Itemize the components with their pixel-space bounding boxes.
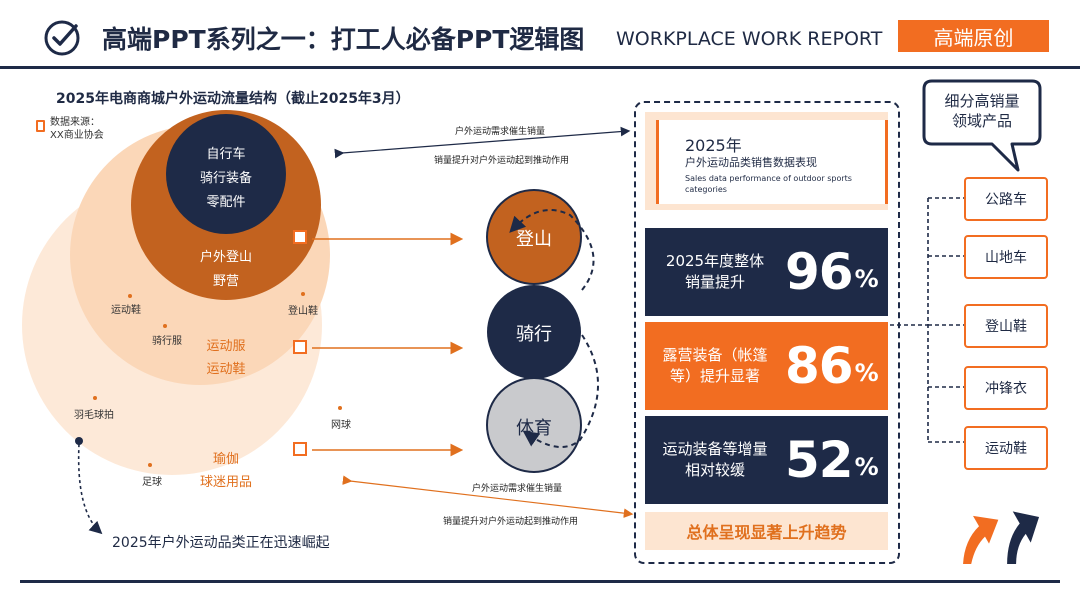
inner-core — [166, 114, 286, 234]
page-subtitle: WORKPLACE WORK REPORT — [616, 28, 883, 50]
square-marker — [293, 340, 307, 354]
dot-marker — [338, 406, 342, 410]
stat-camping-line2: 等）提升显著 — [669, 367, 760, 385]
stat-overall-line2: 销量提升 — [684, 273, 745, 291]
bubble-riding — [487, 285, 581, 379]
bubble-sports — [486, 377, 582, 473]
source-marker-icon — [36, 120, 45, 132]
outermost-label-yoga: 瑜伽 — [212, 452, 239, 467]
double-arrow-bottom — [342, 475, 634, 518]
middle-label-hiking: 户外登山 — [199, 250, 252, 265]
panel-year: 2025年 — [685, 136, 742, 155]
category-windbreaker: 冲锋衣 — [964, 366, 1048, 410]
footnote-curve-arrow — [77, 443, 103, 535]
callout-bubble — [922, 79, 1042, 172]
category-sneakers: 运动鞋 — [964, 426, 1048, 470]
middle-label-camping: 野营 — [212, 274, 239, 289]
stat-card-equipment: 运动装备等增量 相对较缓 52 % — [645, 416, 888, 504]
page-title: 高端PPT系列之一：打工人必备PPT逻辑图 — [102, 25, 585, 54]
original-badge: 高端原创 — [898, 20, 1049, 52]
label-tennis: 网球 — [331, 420, 351, 431]
inner-label-riding-gear: 骑行装备 — [199, 171, 252, 186]
diagram-footnote: 2025年户外运动品类正在迅速崛起 — [112, 535, 330, 551]
label-sneakers-small: 运动鞋 — [111, 305, 141, 316]
inner-core-labels: 自行车 骑行装备 零配件 — [176, 143, 276, 215]
arrow-bottom-label-upper: 户外运动需求催生销量 — [472, 484, 563, 494]
activity-bubbles — [486, 189, 599, 473]
panel-title-en: Sales data performance of outdoor sports… — [685, 173, 852, 195]
panel-header-inner — [656, 120, 888, 204]
dot-marker — [93, 396, 97, 400]
category-hiking-shoes: 登山鞋 — [964, 304, 1048, 348]
dot-marker — [128, 294, 132, 298]
outermost-ring-labels: 瑜伽 球迷用品 — [176, 448, 276, 494]
source-label: 数据来源： — [50, 117, 100, 128]
diagram-title: 2025年电商商城户外运动流量结构（截止2025年3月） — [56, 91, 410, 107]
outer-label-sportswear: 运动服 — [206, 339, 246, 354]
inner-label-parts: 零配件 — [206, 195, 246, 210]
stat-overall-value: 96 — [785, 243, 854, 301]
source-note: 数据来源： XX商业协会 — [50, 116, 104, 142]
stat-card-camping: 露营装备（帐篷 等）提升显著 86 % — [645, 322, 888, 410]
label-riding-clothes: 骑行服 — [152, 336, 182, 347]
label-badminton: 羽毛球拍 — [74, 410, 114, 421]
stat-camping-line1: 露营装备（帐篷 — [662, 346, 768, 364]
category-road-bike: 公路车 — [964, 177, 1048, 221]
label-hiking-shoes-small: 登山鞋 — [288, 306, 318, 317]
double-arrow-top — [334, 126, 631, 159]
label-football: 足球 — [142, 477, 162, 488]
bubble-label-hiking: 登山 — [516, 229, 552, 250]
stat-overall-line1: 2025年度整体 — [665, 252, 765, 270]
stat-equipment-unit: % — [854, 453, 879, 481]
panel-title-en-line1: Sales data performance of outdoor sports — [685, 174, 852, 183]
stat-camping-value: 86 — [785, 337, 854, 395]
square-marker — [293, 230, 307, 244]
traffic-structure-diagram — [22, 110, 634, 535]
stat-overall-unit: % — [854, 265, 879, 293]
category-mountain-bike: 山地车 — [964, 235, 1048, 279]
callout-line2: 领域产品 — [951, 112, 1012, 130]
outer-label-sneakers: 运动鞋 — [206, 362, 246, 377]
outer-ring-labels: 运动服 运动鞋 — [176, 335, 276, 381]
bubble-label-riding: 骑行 — [516, 324, 552, 345]
category-connectors — [890, 197, 964, 443]
footnote-start-dot — [75, 437, 83, 445]
stat-equipment-value: 52 — [785, 431, 854, 489]
square-marker — [293, 442, 307, 456]
callout-text: 细分高销量 领域产品 — [928, 91, 1036, 131]
stat-equipment-line2: 相对较缓 — [684, 461, 745, 479]
dot-marker — [163, 324, 167, 328]
footer-rule — [20, 580, 1060, 583]
header-rule — [0, 66, 1080, 69]
dot-marker — [148, 463, 152, 467]
arrow-top-label-lower: 销量提升对户外运动起到推动作用 — [434, 156, 570, 166]
cycle-arrow-lower — [522, 334, 599, 448]
arrow-bottom-label-lower: 销量提升对户外运动起到推动作用 — [443, 517, 579, 527]
middle-ring-labels: 户外登山 野营 — [176, 246, 276, 294]
stat-equipment-line1: 运动装备等增量 — [662, 440, 768, 458]
bubble-label-sports: 体育 — [516, 418, 552, 439]
bubble-hiking — [486, 189, 582, 285]
check-circle-icon — [44, 20, 80, 56]
stat-card-overall: 2025年度整体 销量提升 96 % — [645, 228, 888, 316]
arrow-top-label-upper: 户外运动需求催生销量 — [455, 127, 546, 137]
summary-banner: 总体呈现显著上升趋势 — [645, 512, 888, 550]
dot-marker — [301, 292, 305, 296]
outermost-label-fan-goods: 球迷用品 — [199, 475, 252, 490]
stats-panel-frame — [634, 101, 900, 564]
source-org: XX商业协会 — [50, 130, 104, 141]
panel-title-cn: 户外运动品类销售数据表现 — [685, 156, 817, 169]
panel-title-en-line2: categories — [685, 185, 727, 194]
callout-line1: 细分高销量 — [944, 92, 1020, 110]
growth-arrows-icon — [962, 511, 1040, 564]
inner-label-bicycle: 自行车 — [206, 147, 246, 162]
cycle-arrow-upper — [509, 209, 595, 291]
stat-camping-unit: % — [854, 359, 879, 387]
